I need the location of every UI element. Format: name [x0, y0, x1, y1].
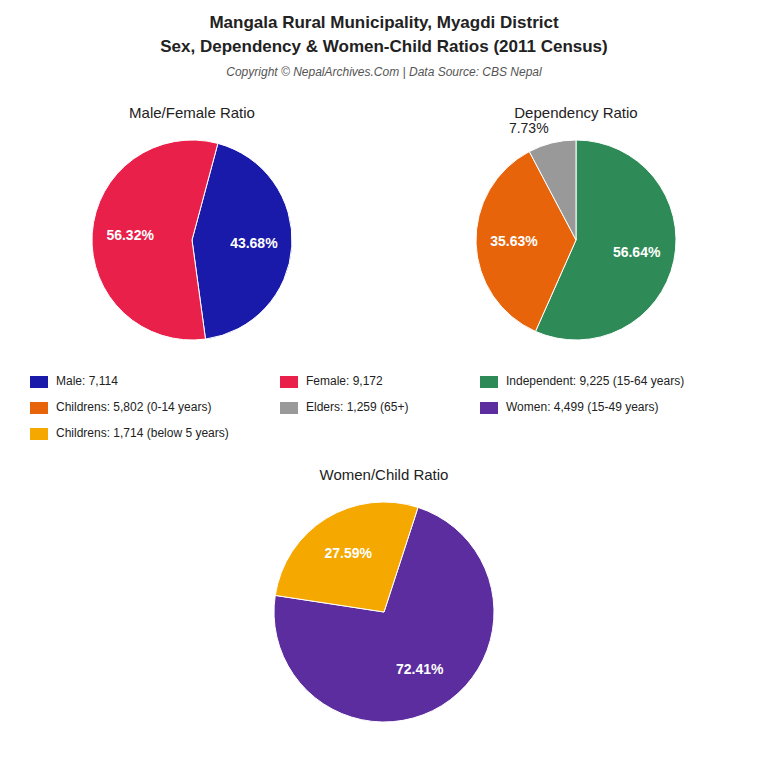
- title: Mangala Rural Municipality, Myagdi Distr…: [209, 13, 559, 32]
- subtitle: Copyright © NepalArchives.Com | Data Sou…: [226, 65, 542, 79]
- pie-title: Dependency Ratio: [514, 104, 637, 121]
- legend-label: Independent: 9,225 (15-64 years): [506, 374, 684, 388]
- legend-label: Childrens: 5,802 (0-14 years): [56, 400, 211, 414]
- data-label: 27.59%: [324, 545, 372, 561]
- legend-swatch: [30, 376, 48, 388]
- data-label: 56.64%: [613, 244, 661, 260]
- legend-label: Elders: 1,259 (65+): [306, 400, 408, 414]
- legend-label: Women: 4,499 (15-49 years): [506, 400, 659, 414]
- title: Sex, Dependency & Women-Child Ratios (20…: [160, 37, 607, 56]
- pie-chart: 56.64% 35.63% 7.73%: [476, 120, 676, 340]
- pie-chart: 72.41% 27.59%: [274, 502, 494, 722]
- legend-swatch: [30, 428, 48, 440]
- legend-label: Childrens: 1,714 (below 5 years): [56, 426, 229, 440]
- pie-slice: [275, 502, 418, 612]
- data-label: 72.41%: [396, 661, 444, 677]
- legend-label: Female: 9,172: [306, 374, 383, 388]
- data-label: 7.73%: [509, 120, 549, 136]
- pie-title: Male/Female Ratio: [129, 104, 255, 121]
- data-label: 43.68%: [230, 235, 278, 251]
- legend-item: Childrens: 1,714 (below 5 years): [30, 426, 229, 440]
- data-label: 56.32%: [106, 227, 154, 243]
- legend-item: Male: 7,114: [30, 374, 118, 388]
- legend-item: Childrens: 5,802 (0-14 years): [30, 400, 211, 414]
- pie-title: Women/Child Ratio: [320, 466, 449, 483]
- legend-item: Independent: 9,225 (15-64 years): [480, 374, 684, 388]
- legend-swatch: [280, 376, 298, 388]
- legend-swatch: [280, 402, 298, 414]
- pie-chart: 43.68% 56.32%: [92, 140, 292, 340]
- chart: Mangala Rural Municipality, Myagdi Distr…: [0, 0, 768, 768]
- legend: Male: 7,114 Female: 9,172 Independent: 9,2…: [30, 374, 684, 440]
- legend-swatch: [480, 402, 498, 414]
- data-label: 35.63%: [490, 233, 538, 249]
- legend-swatch: [480, 376, 498, 388]
- legend-item: Female: 9,172: [280, 374, 383, 388]
- legend-label: Male: 7,114: [56, 374, 118, 388]
- pie-slice: [92, 140, 218, 340]
- legend-item: Women: 4,499 (15-49 years): [480, 400, 659, 414]
- legend-swatch: [30, 402, 48, 414]
- pie-slice: [529, 140, 576, 240]
- legend-item: Elders: 1,259 (65+): [280, 400, 408, 414]
